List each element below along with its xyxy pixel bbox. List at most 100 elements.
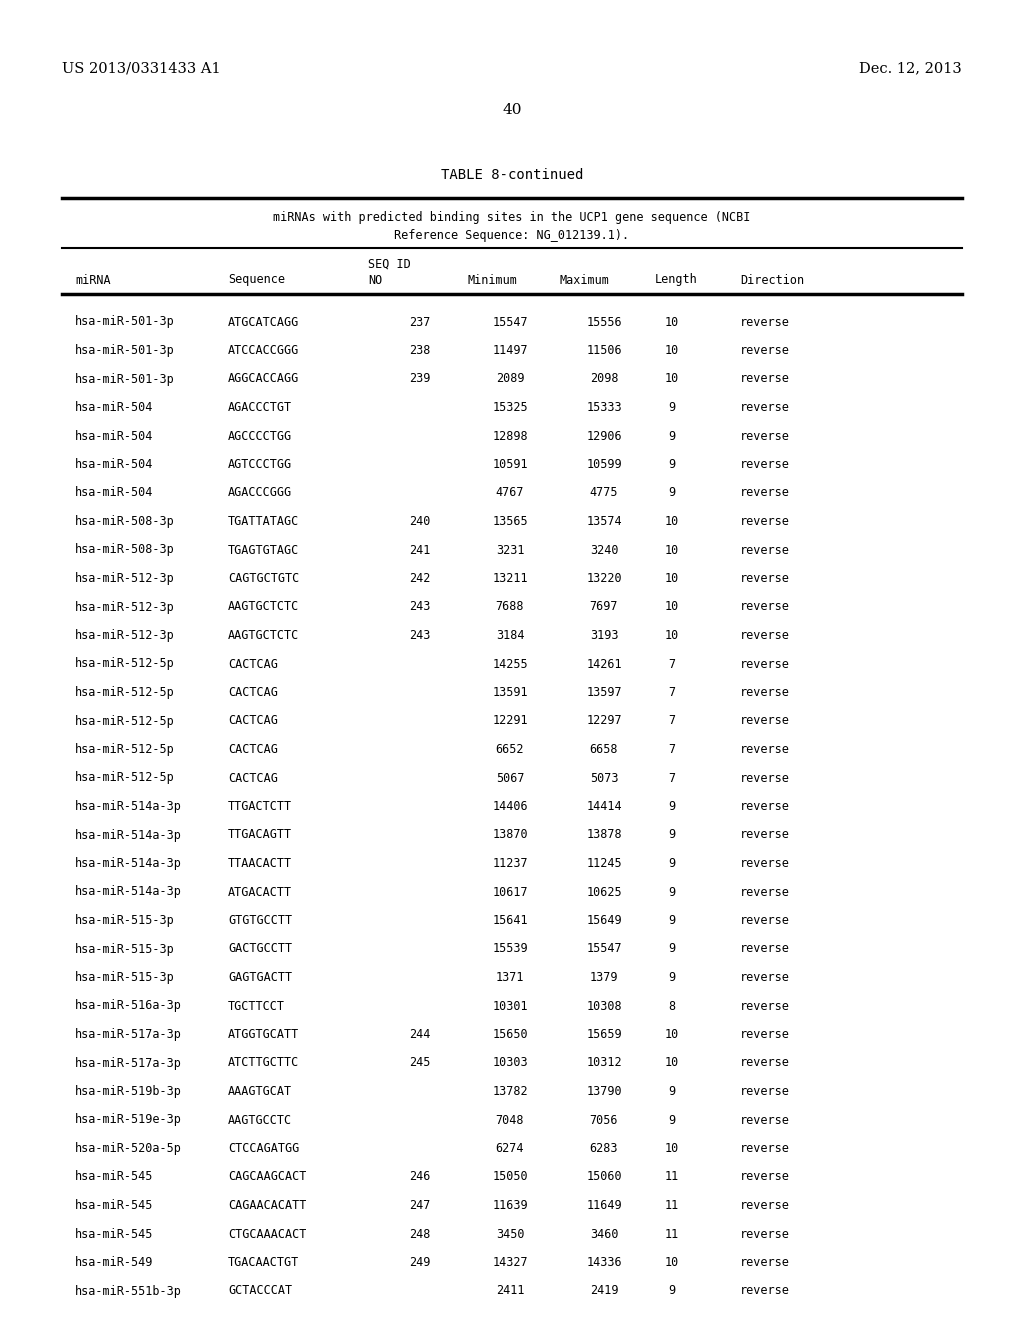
- Text: hsa-miR-512-5p: hsa-miR-512-5p: [75, 657, 175, 671]
- Text: 3193: 3193: [590, 630, 618, 642]
- Text: hsa-miR-517a-3p: hsa-miR-517a-3p: [75, 1028, 182, 1041]
- Text: 15050: 15050: [493, 1171, 527, 1184]
- Text: 11: 11: [665, 1228, 679, 1241]
- Text: GAGTGACTT: GAGTGACTT: [228, 972, 292, 983]
- Text: hsa-miR-514a-3p: hsa-miR-514a-3p: [75, 800, 182, 813]
- Text: 7697: 7697: [590, 601, 618, 614]
- Text: reverse: reverse: [740, 1171, 790, 1184]
- Text: 13591: 13591: [493, 686, 527, 700]
- Text: NO: NO: [368, 273, 382, 286]
- Text: GTGTGCCTT: GTGTGCCTT: [228, 913, 292, 927]
- Text: TTGACAGTT: TTGACAGTT: [228, 829, 292, 842]
- Text: 11639: 11639: [493, 1199, 527, 1212]
- Text: hsa-miR-508-3p: hsa-miR-508-3p: [75, 515, 175, 528]
- Text: hsa-miR-512-3p: hsa-miR-512-3p: [75, 601, 175, 614]
- Text: 7048: 7048: [496, 1114, 524, 1126]
- Text: hsa-miR-515-3p: hsa-miR-515-3p: [75, 942, 175, 956]
- Text: hsa-miR-516a-3p: hsa-miR-516a-3p: [75, 999, 182, 1012]
- Text: 10303: 10303: [493, 1056, 527, 1069]
- Text: 7: 7: [669, 771, 676, 784]
- Text: 6274: 6274: [496, 1142, 524, 1155]
- Text: 2419: 2419: [590, 1284, 618, 1298]
- Text: 239: 239: [410, 372, 431, 385]
- Text: ATGCATCAGG: ATGCATCAGG: [228, 315, 299, 329]
- Text: 10301: 10301: [493, 999, 527, 1012]
- Text: 7056: 7056: [590, 1114, 618, 1126]
- Text: reverse: reverse: [740, 1257, 790, 1269]
- Text: Maximum: Maximum: [560, 273, 610, 286]
- Text: 13790: 13790: [586, 1085, 622, 1098]
- Text: reverse: reverse: [740, 544, 790, 557]
- Text: 15641: 15641: [493, 913, 527, 927]
- Text: 14255: 14255: [493, 657, 527, 671]
- Text: 15547: 15547: [493, 315, 527, 329]
- Text: reverse: reverse: [740, 572, 790, 585]
- Text: 3240: 3240: [590, 544, 618, 557]
- Text: hsa-miR-545: hsa-miR-545: [75, 1199, 154, 1212]
- Text: 6652: 6652: [496, 743, 524, 756]
- Text: AGGCACCAGG: AGGCACCAGG: [228, 372, 299, 385]
- Text: ATGGTGCATT: ATGGTGCATT: [228, 1028, 299, 1041]
- Text: reverse: reverse: [740, 630, 790, 642]
- Text: 9: 9: [669, 972, 676, 983]
- Text: AGACCCGGG: AGACCCGGG: [228, 487, 292, 499]
- Text: 15325: 15325: [493, 401, 527, 414]
- Text: hsa-miR-512-5p: hsa-miR-512-5p: [75, 686, 175, 700]
- Text: Direction: Direction: [740, 273, 804, 286]
- Text: CACTCAG: CACTCAG: [228, 657, 278, 671]
- Text: hsa-miR-501-3p: hsa-miR-501-3p: [75, 315, 175, 329]
- Text: AAGTGCCTC: AAGTGCCTC: [228, 1114, 292, 1126]
- Text: reverse: reverse: [740, 913, 790, 927]
- Text: 10: 10: [665, 1142, 679, 1155]
- Text: 7: 7: [669, 686, 676, 700]
- Text: reverse: reverse: [740, 686, 790, 700]
- Text: reverse: reverse: [740, 857, 790, 870]
- Text: hsa-miR-504: hsa-miR-504: [75, 487, 154, 499]
- Text: reverse: reverse: [740, 972, 790, 983]
- Text: 10: 10: [665, 630, 679, 642]
- Text: 7: 7: [669, 657, 676, 671]
- Text: AGACCCTGT: AGACCCTGT: [228, 401, 292, 414]
- Text: 10617: 10617: [493, 886, 527, 899]
- Text: TGATTATAGC: TGATTATAGC: [228, 515, 299, 528]
- Text: CAGTGCTGTC: CAGTGCTGTC: [228, 572, 299, 585]
- Text: 11237: 11237: [493, 857, 527, 870]
- Text: 9: 9: [669, 913, 676, 927]
- Text: 10: 10: [665, 572, 679, 585]
- Text: 1379: 1379: [590, 972, 618, 983]
- Text: 9: 9: [669, 1114, 676, 1126]
- Text: 15649: 15649: [586, 913, 622, 927]
- Text: 10625: 10625: [586, 886, 622, 899]
- Text: Reference Sequence: NG_012139.1).: Reference Sequence: NG_012139.1).: [394, 228, 630, 242]
- Text: hsa-miR-501-3p: hsa-miR-501-3p: [75, 372, 175, 385]
- Text: Length: Length: [655, 273, 697, 286]
- Text: hsa-miR-545: hsa-miR-545: [75, 1228, 154, 1241]
- Text: hsa-miR-514a-3p: hsa-miR-514a-3p: [75, 886, 182, 899]
- Text: 11: 11: [665, 1171, 679, 1184]
- Text: reverse: reverse: [740, 1085, 790, 1098]
- Text: 243: 243: [410, 630, 431, 642]
- Text: hsa-miR-515-3p: hsa-miR-515-3p: [75, 972, 175, 983]
- Text: 244: 244: [410, 1028, 431, 1041]
- Text: 9: 9: [669, 458, 676, 471]
- Text: reverse: reverse: [740, 315, 790, 329]
- Text: 14261: 14261: [586, 657, 622, 671]
- Text: 10: 10: [665, 315, 679, 329]
- Text: AGCCCCTGG: AGCCCCTGG: [228, 429, 292, 442]
- Text: 3231: 3231: [496, 544, 524, 557]
- Text: hsa-miR-512-3p: hsa-miR-512-3p: [75, 572, 175, 585]
- Text: CAGCAAGCACT: CAGCAAGCACT: [228, 1171, 306, 1184]
- Text: 10: 10: [665, 372, 679, 385]
- Text: reverse: reverse: [740, 487, 790, 499]
- Text: TGAGTGTAGC: TGAGTGTAGC: [228, 544, 299, 557]
- Text: Dec. 12, 2013: Dec. 12, 2013: [859, 61, 962, 75]
- Text: 9: 9: [669, 829, 676, 842]
- Text: reverse: reverse: [740, 942, 790, 956]
- Text: 10: 10: [665, 1028, 679, 1041]
- Text: hsa-miR-512-5p: hsa-miR-512-5p: [75, 771, 175, 784]
- Text: reverse: reverse: [740, 1056, 790, 1069]
- Text: TABLE 8-continued: TABLE 8-continued: [440, 168, 584, 182]
- Text: reverse: reverse: [740, 1199, 790, 1212]
- Text: reverse: reverse: [740, 1284, 790, 1298]
- Text: hsa-miR-508-3p: hsa-miR-508-3p: [75, 544, 175, 557]
